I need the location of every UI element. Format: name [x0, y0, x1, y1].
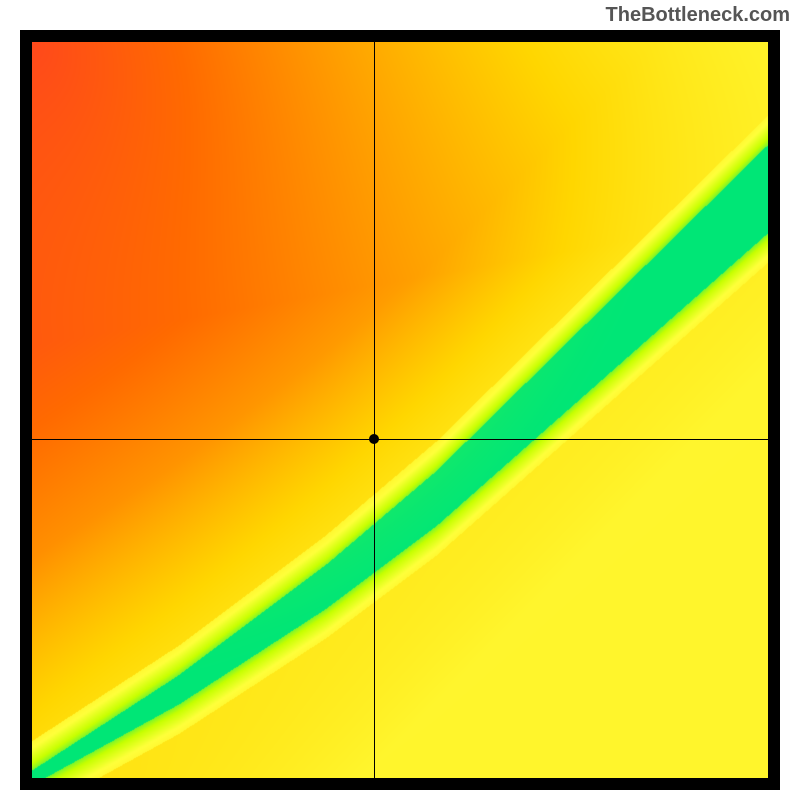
plot-border	[20, 30, 780, 790]
crosshair-horizontal	[32, 439, 768, 440]
crosshair-vertical	[374, 42, 375, 778]
crosshair-marker-dot	[369, 434, 379, 444]
plot-area	[32, 42, 768, 778]
watermark-text: TheBottleneck.com	[606, 4, 790, 27]
heatmap-canvas	[32, 42, 768, 778]
